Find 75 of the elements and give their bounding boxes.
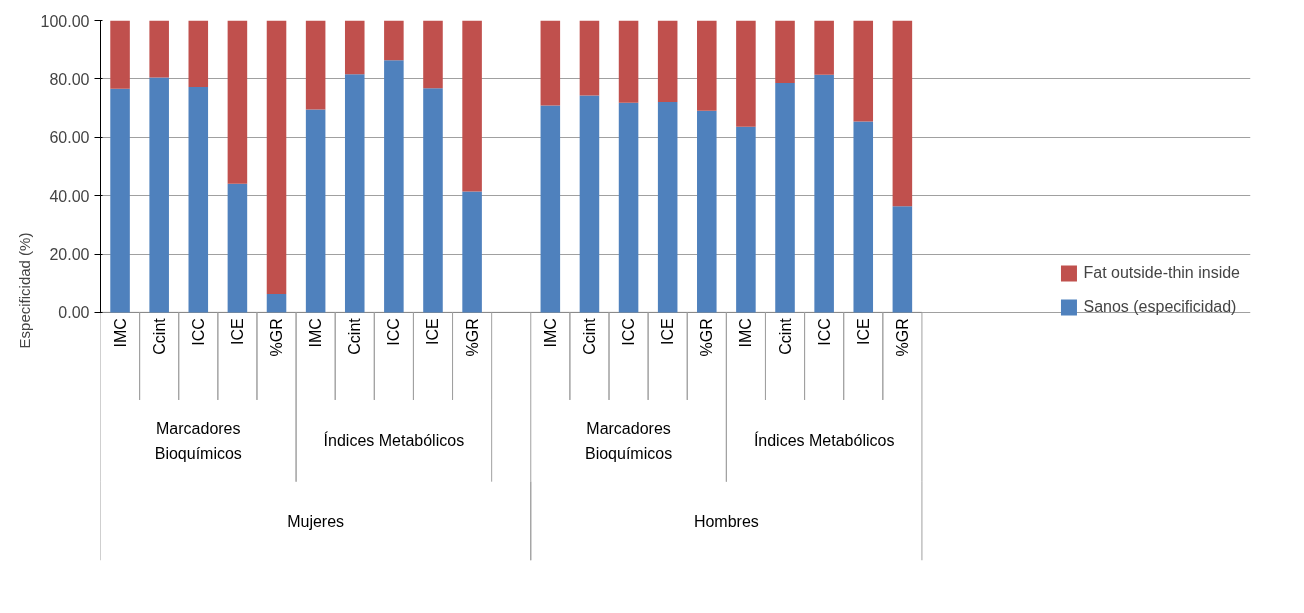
x-tick-label: ICC [189, 318, 207, 346]
bar [853, 20, 874, 122]
bar [618, 102, 639, 313]
bar [188, 87, 209, 313]
bar [657, 101, 678, 313]
bar [579, 95, 600, 313]
legend-label: Sanos (especificidad) [1083, 298, 1237, 316]
bar [618, 20, 639, 103]
text: Marcadores Bioquímicos [584, 419, 673, 463]
bar [110, 20, 130, 89]
text: Hombres [693, 512, 759, 530]
x-tick-label: %GR [268, 318, 286, 357]
bar [736, 20, 756, 127]
x-tick-label: IMC [737, 318, 755, 348]
x-tick-label: ICE [854, 318, 872, 345]
bar [697, 20, 717, 111]
bar [227, 20, 248, 184]
bar [853, 121, 874, 313]
x-tick-label: ICE [659, 318, 677, 345]
bar [305, 20, 326, 110]
x-tick-label: ICE [228, 318, 246, 345]
bar [736, 126, 756, 313]
text: Mujeres [287, 512, 345, 530]
bar [305, 109, 326, 313]
x-tick-label: ICC [385, 318, 403, 346]
bar [423, 88, 443, 313]
bar [892, 206, 913, 313]
bar [227, 183, 248, 313]
y-tick-label: 40.00 [49, 187, 90, 205]
legend-label: Fat outside-thin inside [1083, 264, 1240, 282]
bar [697, 110, 717, 313]
x-tick-label: IMC [541, 318, 559, 348]
x-tick-label: %GR [698, 318, 716, 357]
bar [814, 20, 834, 75]
x-tick-label: ICE [424, 318, 442, 345]
bar [188, 20, 209, 88]
bar [540, 105, 561, 313]
bar [266, 20, 287, 294]
y-tick-label: 0.00 [58, 304, 90, 322]
y-tick-label: 20.00 [49, 246, 90, 264]
bar [775, 82, 795, 313]
bar [423, 20, 443, 89]
x-tick-label: %GR [893, 318, 911, 357]
x-tick-label: Ccint [346, 317, 364, 355]
bar [149, 20, 169, 78]
x-tick-label: ICC [815, 318, 833, 346]
bar [384, 60, 404, 313]
x-tick-label: IMC [111, 318, 129, 348]
bar [657, 20, 678, 102]
bar [540, 20, 561, 106]
bar [892, 20, 913, 207]
x-tick-label: IMC [307, 318, 325, 348]
text: Índices Metabólicos [323, 431, 465, 450]
bar [149, 77, 169, 313]
text: Índices Metabólicos [753, 431, 895, 450]
x-tick-label: Ccint [150, 317, 168, 355]
bar [266, 294, 287, 313]
bar [344, 74, 365, 313]
y-tick-label: 60.00 [49, 129, 90, 147]
bar [384, 20, 404, 61]
y-tick-label: 100.00 [40, 12, 90, 30]
bar [814, 74, 834, 313]
bar [462, 191, 482, 313]
bar [775, 20, 795, 83]
bar [344, 20, 365, 75]
y-axis-title: Especificidad (%) [15, 232, 33, 349]
x-tick-label: Ccint [580, 317, 598, 355]
bar [579, 20, 600, 96]
x-tick-label: %GR [463, 318, 481, 357]
y-tick-label: 80.00 [49, 70, 90, 88]
x-tick-label: Ccint [776, 317, 794, 355]
text: Marcadores Bioquímicos [154, 419, 242, 463]
x-tick-label: ICC [620, 318, 638, 346]
bar [462, 20, 482, 192]
bar [110, 88, 130, 313]
